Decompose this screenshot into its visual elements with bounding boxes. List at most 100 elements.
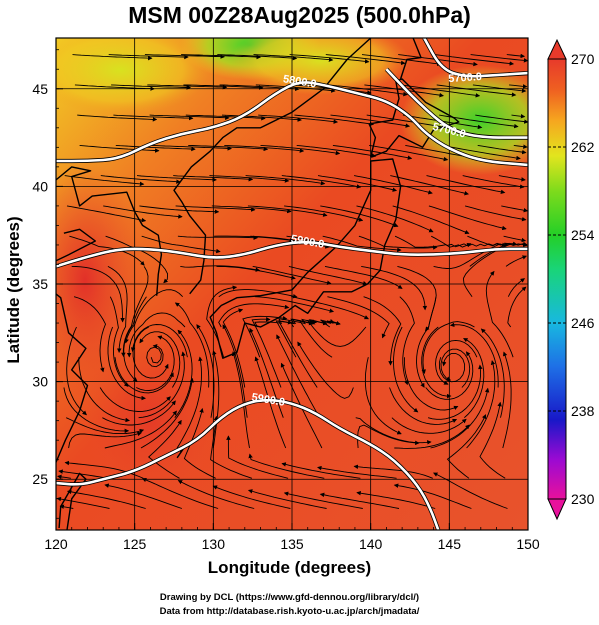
streamline [361, 54, 442, 67]
contour-label: 5900.0 [251, 392, 286, 409]
streamline [390, 175, 469, 196]
streamline [392, 205, 470, 235]
colorbar-ticks: 270 262 254 246 238 230 [548, 51, 595, 507]
contour-line [385, 68, 528, 139]
streamline [217, 54, 298, 61]
contour-line [423, 38, 528, 78]
x-tick-label: 135 [280, 536, 304, 552]
streamline [449, 322, 499, 388]
axis-ticks [55, 49, 529, 530]
x-tick-label: 145 [438, 536, 462, 552]
streamline [433, 242, 510, 269]
streamline [136, 175, 217, 182]
streamline [288, 265, 368, 286]
streamline [57, 474, 71, 480]
streamline [369, 144, 449, 162]
y-tick-labels: 25 30 35 40 45 [32, 81, 48, 487]
coastline [399, 38, 422, 80]
coastlines [56, 38, 460, 530]
streamline [130, 324, 188, 358]
streamline [297, 341, 354, 399]
coastline [56, 166, 163, 296]
contour-line [56, 81, 528, 167]
streamline [480, 328, 505, 418]
streamline [247, 205, 328, 217]
streamline [176, 356, 203, 449]
streamline [138, 351, 186, 419]
streamline [358, 235, 438, 250]
streamline [66, 417, 145, 435]
contour-label: 5700.0 [448, 71, 482, 85]
streamline [353, 464, 433, 479]
streamline [296, 144, 377, 158]
streamline [68, 431, 142, 449]
streamline [211, 205, 292, 214]
streamline [399, 296, 415, 386]
streamline [289, 54, 370, 64]
footer-line-1: Drawing by DCL (https://www.gfd-dennou.o… [159, 592, 420, 603]
streamline [144, 54, 225, 59]
streamline [72, 54, 153, 61]
streamline [440, 348, 471, 388]
streamline [210, 415, 253, 479]
streamline [421, 326, 452, 399]
colorbar-tick-label: 270 [571, 51, 595, 67]
streamline [254, 318, 316, 328]
streamline [111, 84, 192, 90]
streamline [64, 175, 145, 187]
x-tick-label: 130 [202, 536, 226, 552]
streamline [393, 483, 472, 509]
streamline [393, 326, 419, 413]
streamline [501, 205, 528, 213]
streamline [253, 54, 334, 62]
streamline [325, 54, 406, 66]
streamline [212, 350, 220, 449]
streamline [498, 175, 526, 182]
streamline [245, 175, 326, 186]
x-axis-label-row: Longitude (degrees) [0, 558, 599, 578]
streamline [151, 144, 232, 151]
streamline [328, 84, 408, 97]
contour-line [56, 398, 440, 530]
streamline [462, 175, 525, 189]
coastline [368, 78, 460, 158]
colorbar-tick-label: 238 [571, 403, 595, 419]
streamline [306, 319, 367, 347]
streamline [188, 144, 269, 152]
contour-label: 5800.0 [282, 73, 317, 90]
streamline [394, 424, 470, 449]
streamline [69, 235, 145, 266]
streamline [59, 504, 74, 509]
streamline [174, 302, 210, 388]
streamline [324, 265, 403, 289]
streamline [389, 387, 458, 425]
streamline [364, 357, 402, 435]
chart-title: MSM 00Z28Aug2025 (500.0hPa) [128, 2, 471, 28]
streamline [260, 144, 341, 156]
streamline [77, 114, 158, 122]
streamline [507, 286, 527, 328]
streamline [139, 205, 220, 214]
coastline [209, 158, 402, 359]
footer-line-2-row: Data from http://database.rish.kyoto-u.a… [0, 606, 599, 617]
streamline [366, 114, 447, 130]
streamline [357, 424, 420, 449]
streamline [78, 357, 130, 423]
streamline [479, 401, 506, 479]
streamline [391, 417, 467, 434]
streamline [185, 114, 266, 121]
streamline [394, 235, 472, 248]
coastline [56, 228, 96, 465]
streamline [511, 114, 526, 119]
streamline [441, 144, 521, 161]
streamline [354, 175, 433, 195]
x-tick-label: 150 [516, 536, 540, 552]
streamline [183, 407, 216, 479]
streamline [218, 303, 290, 328]
streamline [58, 469, 108, 479]
coastline [173, 38, 372, 295]
streamline [108, 54, 189, 60]
streamline [115, 144, 196, 152]
streamline [222, 308, 246, 388]
